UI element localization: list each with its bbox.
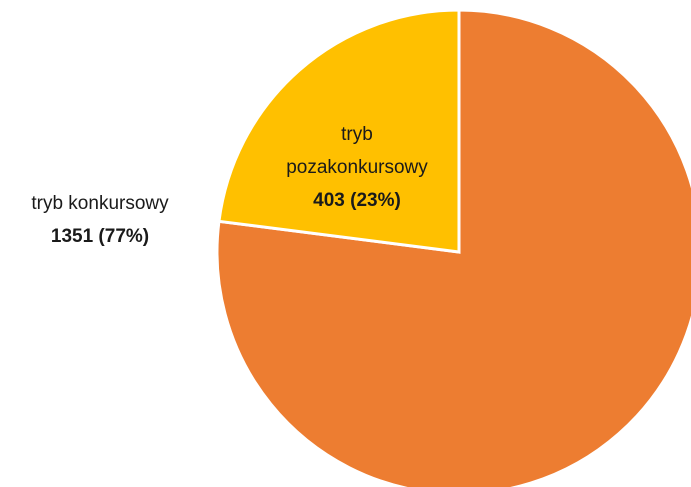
pie-slice — [215, 8, 691, 487]
pie-slice — [217, 8, 461, 254]
value-label: 1351 (77%) — [50, 226, 150, 247]
category-label: tryb pozakonkursowy — [286, 124, 428, 178]
data-label: tryb konkursowy 1351 (77%) — [31, 187, 168, 253]
category-label: tryb konkursowy — [31, 193, 169, 214]
value-label: 403 (23%) — [313, 190, 401, 211]
data-label: tryb pozakonkursowy 403 (23%) — [277, 118, 437, 217]
